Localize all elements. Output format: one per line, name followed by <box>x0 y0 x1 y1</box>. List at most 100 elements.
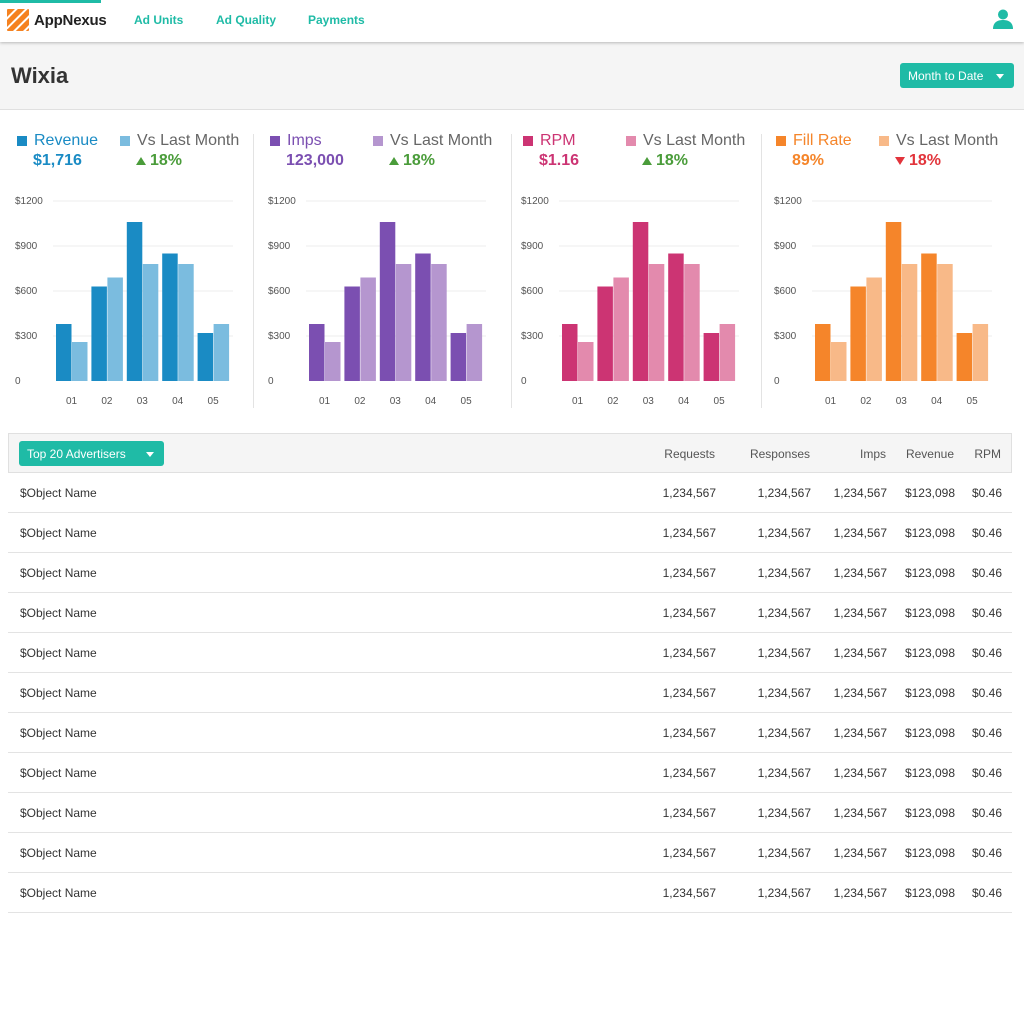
x-tick-label: 05 <box>461 396 473 407</box>
object-name[interactable]: $Object Name <box>20 566 97 580</box>
object-name[interactable]: $Object Name <box>20 806 97 820</box>
bar-04-series-1[interactable] <box>162 253 178 382</box>
bar-02-series-2[interactable] <box>107 277 123 382</box>
bar-03-series-2[interactable] <box>901 264 918 381</box>
bar-05-series-1[interactable] <box>450 333 467 381</box>
table-row[interactable]: $Object Name 1,234,567 1,234,567 1,234,567 $… <box>8 873 1012 913</box>
metric-value: 89% <box>792 152 825 169</box>
cell-responses: 1,234,567 <box>757 846 811 860</box>
cell-responses: 1,234,567 <box>757 686 811 700</box>
column-header-revenue[interactable]: Revenue <box>905 447 954 461</box>
table-row[interactable]: $Object Name 1,234,567 1,234,567 1,234,567 $… <box>8 833 1012 873</box>
compare-label: Vs Last Month <box>137 132 240 149</box>
bar-04-series-2[interactable] <box>431 264 447 381</box>
bar-02-series-1[interactable] <box>344 286 360 382</box>
column-header-requests[interactable]: Requests <box>664 447 715 461</box>
column-header-imps[interactable]: Imps <box>859 447 886 461</box>
bar-04-series-1[interactable] <box>668 253 684 382</box>
metric-panel-rpm: RPM Vs Last Month $1.16 18% 0 $300 $600 $900 $12… <box>521 112 753 412</box>
bar-05-series-2[interactable] <box>719 324 736 381</box>
bar-03-series-1[interactable] <box>126 222 143 381</box>
table-row[interactable]: $Object Name 1,234,567 1,234,567 1,234,567 $… <box>8 673 1012 713</box>
cell-responses: 1,234,567 <box>757 486 811 500</box>
bar-03-series-2[interactable] <box>395 264 412 381</box>
bar-02-series-1[interactable] <box>850 286 866 382</box>
object-name[interactable]: $Object Name <box>20 846 97 860</box>
cell-imps: 1,234,567 <box>833 566 887 580</box>
cell-rpm: $0.46 <box>971 806 1002 820</box>
bar-05-series-2[interactable] <box>466 324 483 381</box>
table-row[interactable]: $Object Name 1,234,567 1,234,567 1,234,567 $… <box>8 553 1012 593</box>
x-tick-label: 01 <box>66 396 78 407</box>
page-title: Wixia <box>11 63 69 88</box>
bar-02-series-2[interactable] <box>613 277 629 382</box>
bar-01-series-2[interactable] <box>831 342 847 381</box>
panel-divider <box>253 134 254 408</box>
object-name[interactable]: $Object Name <box>20 686 97 700</box>
table-row[interactable]: $Object Name 1,234,567 1,234,567 1,234,567 $… <box>8 593 1012 633</box>
object-name[interactable]: $Object Name <box>20 606 97 620</box>
bar-01-series-1[interactable] <box>309 324 325 381</box>
y-tick-label: $1200 <box>268 196 296 207</box>
table-row[interactable]: $Object Name 1,234,567 1,234,567 1,234,567 $… <box>8 633 1012 673</box>
bar-01-series-2[interactable] <box>578 342 594 381</box>
bar-02-series-2[interactable] <box>866 277 882 382</box>
legend-swatch <box>373 136 383 146</box>
cell-requests: 1,234,567 <box>662 806 716 820</box>
bar-01-series-2[interactable] <box>72 342 88 381</box>
bar-01-series-1[interactable] <box>56 324 72 381</box>
metric-panel-fill-rate: Fill Rate Vs Last Month 89% 18% 0 $300 $600 $90… <box>774 112 1006 412</box>
object-name[interactable]: $Object Name <box>20 726 97 740</box>
bar-01-series-1[interactable] <box>562 324 578 381</box>
object-name[interactable]: $Object Name <box>20 766 97 780</box>
cell-imps: 1,234,567 <box>833 766 887 780</box>
bar-03-series-1[interactable] <box>632 222 649 381</box>
nav-link-ad-units[interactable]: Ad Units <box>134 13 184 27</box>
nav-link-ad-quality[interactable]: Ad Quality <box>216 13 277 27</box>
y-tick-label: $600 <box>268 286 291 297</box>
bar-02-series-1[interactable] <box>91 286 107 382</box>
object-name[interactable]: $Object Name <box>20 886 97 900</box>
compare-label: Vs Last Month <box>390 132 493 149</box>
bar-04-series-1[interactable] <box>415 253 431 382</box>
bar-01-series-2[interactable] <box>325 342 341 381</box>
bar-01-series-1[interactable] <box>815 324 831 381</box>
bar-03-series-2[interactable] <box>142 264 159 381</box>
table-row[interactable]: $Object Name 1,234,567 1,234,567 1,234,567 $… <box>8 473 1012 513</box>
top-advertisers-dropdown[interactable]: Top 20 Advertisers <box>19 441 164 466</box>
date-range-dropdown[interactable]: Month to Date <box>900 63 1014 88</box>
table-row[interactable]: $Object Name 1,234,567 1,234,567 1,234,567 $… <box>8 713 1012 753</box>
object-name[interactable]: $Object Name <box>20 486 97 500</box>
cell-revenue: $123,098 <box>904 646 955 660</box>
bar-04-series-2[interactable] <box>178 264 194 381</box>
bar-04-series-2[interactable] <box>937 264 953 381</box>
table-row[interactable]: $Object Name 1,234,567 1,234,567 1,234,567 $… <box>8 753 1012 793</box>
column-header-rpm[interactable]: RPM <box>974 447 1001 461</box>
bar-03-series-2[interactable] <box>648 264 665 381</box>
bar-04-series-1[interactable] <box>921 253 937 382</box>
nav-link-payments[interactable]: Payments <box>308 13 365 27</box>
column-header-responses[interactable]: Responses <box>749 447 810 461</box>
y-tick-label: $900 <box>774 241 797 252</box>
legend-swatch <box>523 136 533 146</box>
bar-05-series-1[interactable] <box>197 333 214 381</box>
table-row[interactable]: $Object Name 1,234,567 1,234,567 1,234,567 $… <box>8 513 1012 553</box>
x-tick-label: 04 <box>172 396 184 407</box>
table-row[interactable]: $Object Name 1,234,567 1,234,567 1,234,567 $… <box>8 793 1012 833</box>
bar-03-series-1[interactable] <box>885 222 902 381</box>
bar-05-series-1[interactable] <box>703 333 720 381</box>
bar-02-series-2[interactable] <box>360 277 376 382</box>
bar-03-series-1[interactable] <box>379 222 396 381</box>
object-name[interactable]: $Object Name <box>20 526 97 540</box>
x-tick-label: 04 <box>678 396 690 407</box>
brand-logo[interactable]: AppNexus <box>7 9 107 31</box>
cell-imps: 1,234,567 <box>833 846 887 860</box>
bar-02-series-1[interactable] <box>597 286 613 382</box>
bar-05-series-2[interactable] <box>972 324 989 381</box>
bar-05-series-1[interactable] <box>956 333 973 381</box>
x-tick-label: 03 <box>896 396 908 407</box>
object-name[interactable]: $Object Name <box>20 646 97 660</box>
bar-05-series-2[interactable] <box>213 324 230 381</box>
user-icon[interactable] <box>992 8 1014 30</box>
bar-04-series-2[interactable] <box>684 264 700 381</box>
